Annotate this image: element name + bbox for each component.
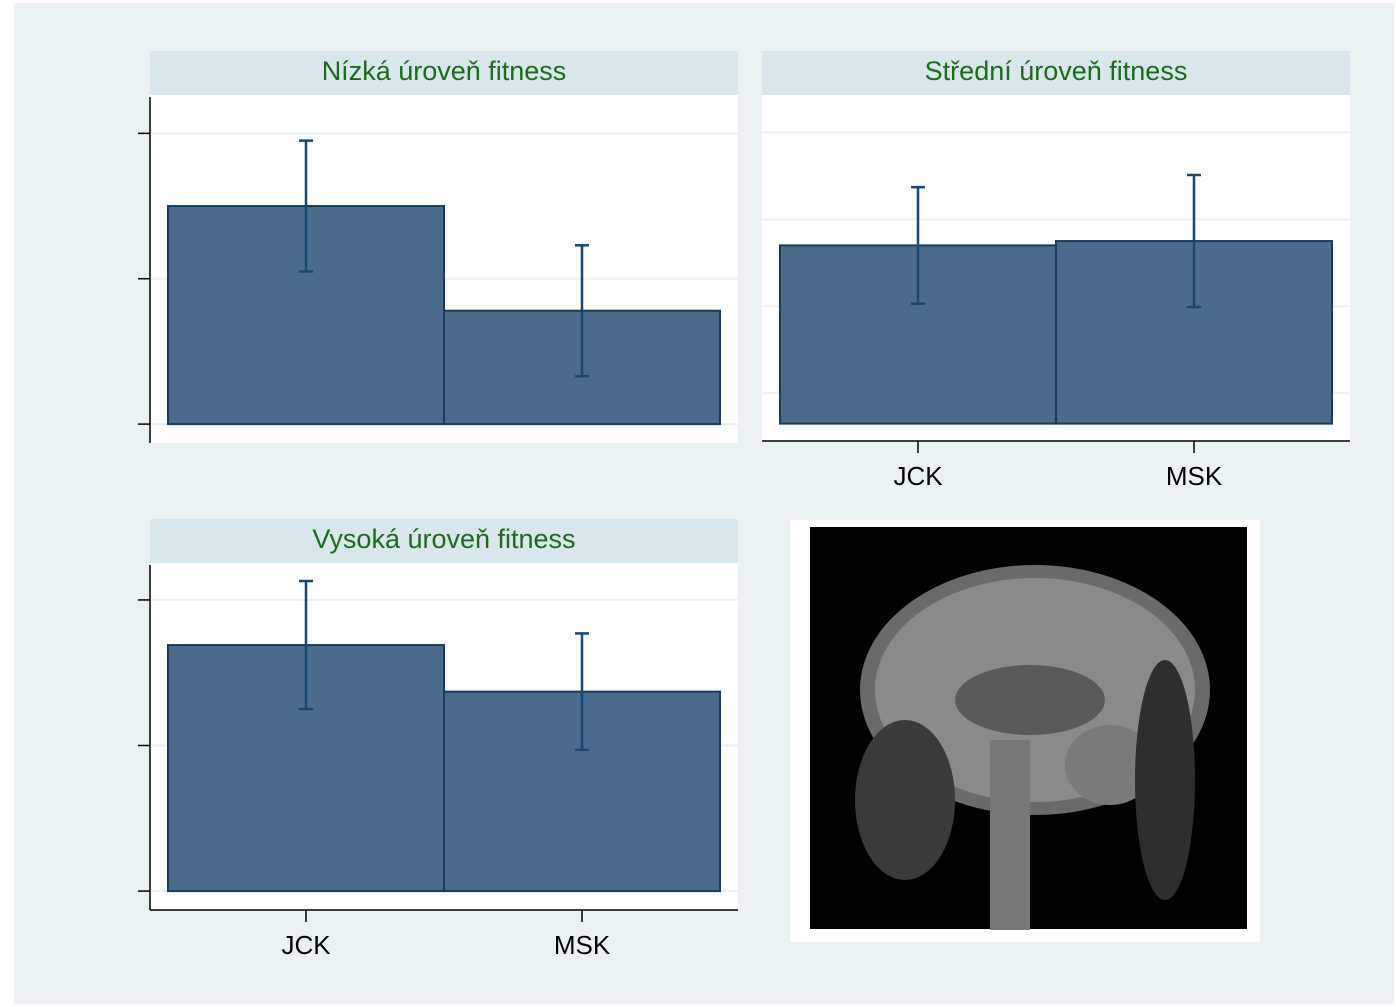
panel-title: Nízká úroveň fitness (322, 56, 567, 86)
page: {"chart_data": [ {"type": "bar", "title"… (0, 0, 1396, 1007)
x-tick-label: MSK (554, 930, 611, 960)
mri-image (790, 520, 1260, 942)
x-tick-label: JCK (893, 461, 943, 491)
x-tick-label: MSK (1166, 461, 1223, 491)
chart: Nízká úroveň fitness Střední úroveň fitne… (0, 0, 1396, 1007)
panel-title: Vysoká úroveň fitness (312, 524, 575, 554)
panel-title: Střední úroveň fitness (925, 56, 1188, 86)
x-tick-label: JCK (281, 930, 331, 960)
